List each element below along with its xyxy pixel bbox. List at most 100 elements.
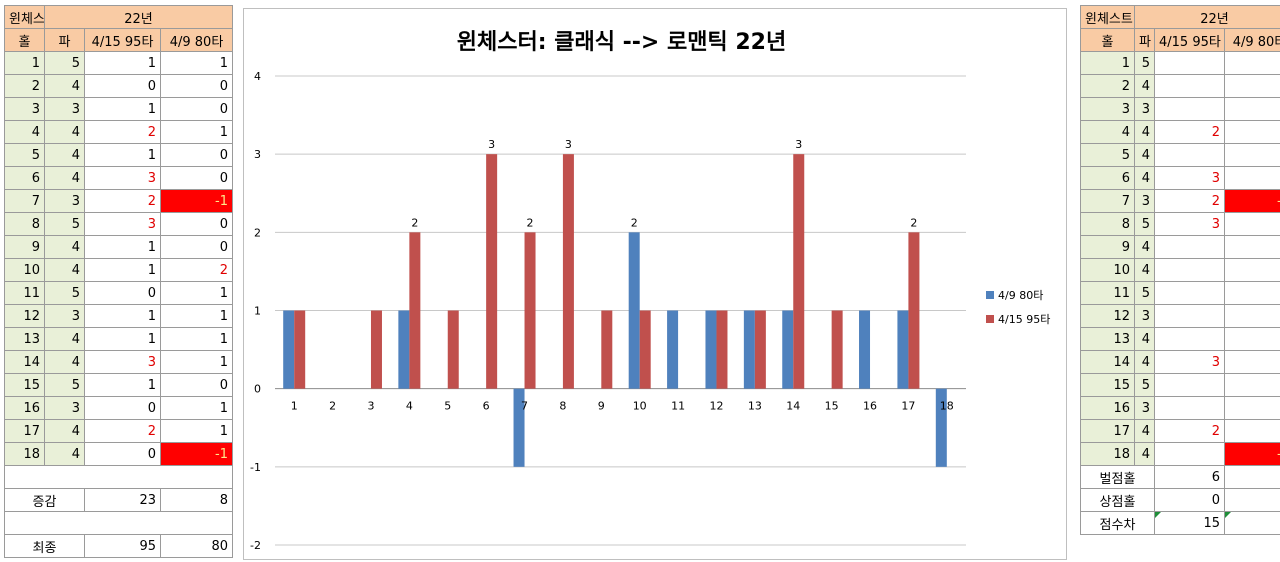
round-a-cell[interactable]: 3 — [1154, 350, 1225, 374]
round-b-cell[interactable]: 1 — [159, 51, 234, 75]
par-cell[interactable]: 4 — [44, 419, 85, 443]
penalty-label-cell[interactable]: 벌점홀 — [1080, 465, 1155, 489]
hole-cell[interactable]: 2 — [4, 74, 45, 98]
round-a-cell[interactable] — [1154, 304, 1225, 328]
corner-label-cell[interactable]: 윈체스트 — [1080, 5, 1135, 29]
round-a-cell[interactable]: 0 — [84, 74, 161, 98]
round-a-cell[interactable]: 3 — [84, 350, 161, 374]
round-b-cell[interactable]: -1 — [159, 442, 234, 466]
round-b-cell[interactable]: 1 — [159, 120, 234, 144]
score-diff-a-cell[interactable]: 15 — [1154, 511, 1225, 535]
par-cell[interactable]: 4 — [1134, 327, 1155, 351]
penalty-b-cell[interactable]: 1 — [1223, 465, 1280, 489]
hole-cell[interactable]: 13 — [4, 327, 45, 351]
round-a-cell[interactable]: 3 — [1154, 212, 1225, 236]
par-cell[interactable]: 4 — [44, 166, 85, 190]
par-column-header[interactable]: 파 — [44, 28, 85, 52]
par-cell[interactable]: 4 — [1134, 442, 1155, 466]
hole-cell[interactable]: 16 — [1080, 396, 1135, 420]
par-cell[interactable]: 3 — [1134, 189, 1155, 213]
par-cell[interactable]: 4 — [44, 143, 85, 167]
year-header-cell[interactable]: 22년 — [1133, 5, 1280, 29]
round-a-column-header[interactable]: 4/15 95타 — [1154, 28, 1225, 52]
round-a-cell[interactable]: 1 — [84, 304, 161, 328]
hole-cell[interactable]: 4 — [4, 120, 45, 144]
round-a-cell[interactable]: 1 — [84, 258, 161, 282]
round-a-cell[interactable]: 0 — [84, 396, 161, 420]
round-a-cell[interactable]: 1 — [84, 51, 161, 75]
round-b-cell[interactable]: 0 — [159, 74, 234, 98]
round-a-cell[interactable]: 2 — [1154, 120, 1225, 144]
hole-column-header[interactable]: 홀 — [1080, 28, 1135, 52]
hole-cell[interactable]: 17 — [1080, 419, 1135, 443]
round-a-cell[interactable] — [1154, 143, 1225, 167]
round-b-column-header[interactable]: 4/9 80타 — [159, 28, 234, 52]
par-cell[interactable]: 4 — [44, 258, 85, 282]
round-a-cell[interactable]: 0 — [84, 442, 161, 466]
round-a-cell[interactable]: 2 — [84, 189, 161, 213]
round-b-cell[interactable] — [1223, 350, 1280, 374]
hole-cell[interactable]: 13 — [1080, 327, 1135, 351]
par-cell[interactable]: 4 — [1134, 120, 1155, 144]
round-b-cell[interactable] — [1223, 97, 1280, 121]
round-a-cell[interactable]: 3 — [84, 166, 161, 190]
hole-cell[interactable]: 11 — [1080, 281, 1135, 305]
round-b-column-header[interactable]: 4/9 80타 — [1223, 28, 1280, 52]
hole-cell[interactable]: 6 — [1080, 166, 1135, 190]
par-cell[interactable]: 4 — [1134, 258, 1155, 282]
corner-label-cell[interactable]: 윈체스트cc — [4, 5, 45, 29]
par-cell[interactable]: 4 — [1134, 235, 1155, 259]
par-cell[interactable]: 4 — [44, 74, 85, 98]
hole-cell[interactable]: 9 — [4, 235, 45, 259]
round-b-cell[interactable]: 0 — [159, 166, 234, 190]
round-b-cell[interactable] — [1223, 327, 1280, 351]
round-a-cell[interactable] — [1154, 281, 1225, 305]
par-cell[interactable]: 4 — [44, 120, 85, 144]
round-b-cell[interactable] — [1223, 235, 1280, 259]
final-b-cell[interactable]: 80 — [159, 534, 234, 558]
penalty-a-cell[interactable]: 6 — [1154, 465, 1225, 489]
par-cell[interactable]: 5 — [1134, 212, 1155, 236]
hole-cell[interactable]: 16 — [4, 396, 45, 420]
round-b-cell[interactable]: 1 — [159, 327, 234, 351]
hole-cell[interactable]: 5 — [4, 143, 45, 167]
round-a-cell[interactable]: 2 — [84, 120, 161, 144]
round-b-cell[interactable]: -1 — [1223, 189, 1280, 213]
round-b-cell[interactable]: 0 — [159, 143, 234, 167]
round-b-cell[interactable]: 0 — [159, 235, 234, 259]
round-a-cell[interactable]: 1 — [84, 327, 161, 351]
round-b-cell[interactable] — [1223, 120, 1280, 144]
par-cell[interactable]: 4 — [1134, 166, 1155, 190]
bonus-a-cell[interactable]: 0 — [1154, 488, 1225, 512]
round-a-cell[interactable] — [1154, 327, 1225, 351]
score-diff-b-cell[interactable]: 0 — [1223, 511, 1280, 535]
par-cell[interactable]: 5 — [1134, 51, 1155, 75]
bonus-label-cell[interactable]: 상점홀 — [1080, 488, 1155, 512]
round-b-cell[interactable] — [1223, 396, 1280, 420]
hole-cell[interactable]: 15 — [4, 373, 45, 397]
hole-cell[interactable]: 17 — [4, 419, 45, 443]
par-cell[interactable]: 3 — [44, 396, 85, 420]
year-header-cell[interactable]: 22년 — [43, 5, 234, 29]
round-b-cell[interactable]: 1 — [159, 396, 234, 420]
round-b-cell[interactable] — [1223, 304, 1280, 328]
hole-cell[interactable]: 1 — [4, 51, 45, 75]
par-cell[interactable]: 5 — [44, 373, 85, 397]
round-a-cell[interactable]: 3 — [84, 212, 161, 236]
hole-cell[interactable]: 14 — [4, 350, 45, 374]
par-cell[interactable]: 5 — [44, 51, 85, 75]
hole-cell[interactable]: 3 — [4, 97, 45, 121]
round-b-cell[interactable]: 1 — [159, 350, 234, 374]
round-b-cell[interactable] — [1223, 166, 1280, 190]
empty-cell[interactable] — [3, 511, 234, 535]
round-a-cell[interactable]: 2 — [84, 419, 161, 443]
round-b-cell[interactable]: 1 — [159, 304, 234, 328]
bonus-b-cell[interactable]: 2 — [1223, 488, 1280, 512]
round-b-cell[interactable]: 0 — [159, 212, 234, 236]
round-a-cell[interactable] — [1154, 74, 1225, 98]
round-b-cell[interactable] — [1223, 419, 1280, 443]
par-cell[interactable]: 5 — [44, 212, 85, 236]
hole-cell[interactable]: 2 — [1080, 74, 1135, 98]
par-cell[interactable]: 4 — [1134, 74, 1155, 98]
hole-cell[interactable]: 18 — [4, 442, 45, 466]
